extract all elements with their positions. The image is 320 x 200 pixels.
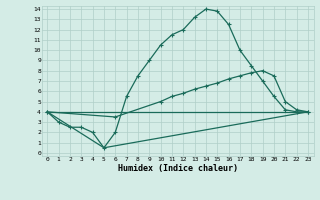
X-axis label: Humidex (Indice chaleur): Humidex (Indice chaleur): [118, 164, 237, 173]
